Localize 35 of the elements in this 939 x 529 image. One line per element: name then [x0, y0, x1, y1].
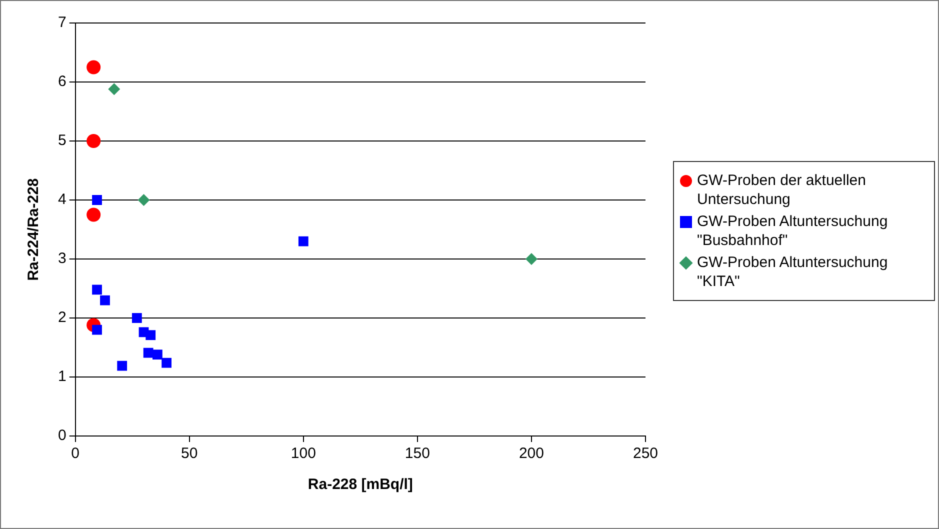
y-tick-label: 4 — [58, 191, 66, 208]
legend-label: GW-Proben Altuntersuchung "Busbahnhof" — [697, 212, 889, 250]
point — [117, 360, 128, 371]
y-tick-label: 7 — [58, 14, 66, 32]
point — [525, 253, 538, 265]
x-tick-label: 50 — [181, 445, 198, 462]
y-tick-label: 6 — [58, 73, 66, 90]
point — [92, 284, 102, 295]
point — [132, 313, 142, 323]
legend-label: GW-Proben Altuntersuchung "KITA" — [697, 253, 889, 291]
x-tick-label: 250 — [632, 445, 658, 462]
point — [152, 350, 162, 360]
point — [100, 295, 110, 306]
point — [138, 194, 150, 206]
x-tick-label: 150 — [404, 445, 430, 462]
point — [86, 134, 101, 148]
y-tick-label: 5 — [58, 132, 66, 150]
y-tick-label: 0 — [58, 427, 66, 444]
y-tick-label: 2 — [58, 309, 66, 326]
point — [162, 358, 172, 368]
point — [86, 208, 101, 222]
point — [108, 83, 120, 96]
y-tick-label: 1 — [58, 368, 66, 386]
x-axis-title: Ra-228 [mBq/l] — [308, 476, 413, 494]
point — [298, 236, 308, 246]
x-tick-label: 0 — [71, 445, 80, 462]
y-axis-title: Ra-224/Ra-228 — [25, 178, 42, 281]
legend-label: GW-Proben der aktuellen Untersuchung — [697, 171, 867, 209]
x-tick-label: 200 — [518, 445, 544, 462]
point — [146, 330, 156, 340]
point — [86, 60, 101, 74]
y-tick-label: 3 — [58, 250, 66, 268]
point — [92, 195, 102, 205]
x-tick-label: 100 — [290, 445, 316, 462]
point — [143, 348, 154, 358]
